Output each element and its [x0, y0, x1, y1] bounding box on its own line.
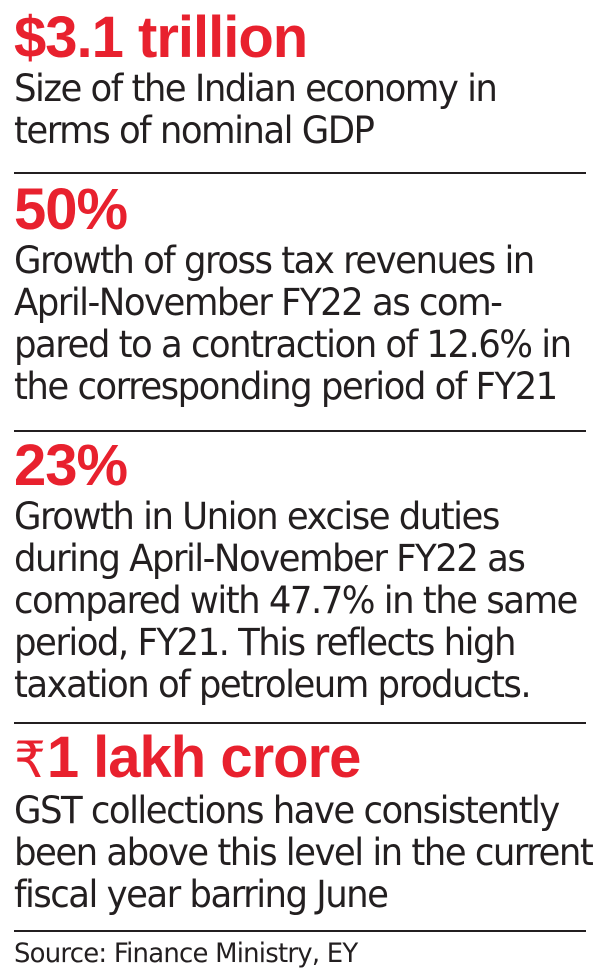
description-line: Growth of gross tax revenues in — [14, 239, 535, 282]
description-line: the corresponding period of FY21 — [14, 365, 558, 408]
divider — [14, 172, 586, 174]
stat-excise: 23% Growth in Union excise duties during… — [14, 436, 586, 706]
stat-description: Growth in Union excise duties during Apr… — [14, 495, 578, 706]
stat-figure-value: 1 lakh crore — [46, 725, 362, 790]
stat-gst: ₹1 lakh crore GST collections have consi… — [14, 728, 594, 916]
stat-figure: 23% — [14, 433, 128, 498]
description-line: during April-November FY22 as — [14, 537, 526, 580]
description-line: been above this level in the current — [14, 831, 594, 874]
stat-gdp: $3.1 trillion Size of the Indian economy… — [14, 8, 586, 152]
description-line: Size of the Indian economy in — [14, 67, 498, 110]
divider — [14, 722, 586, 724]
stat-figure: 50% — [14, 177, 128, 242]
description-line: pared to a contraction of 12.6% in — [14, 323, 572, 366]
description-line: taxation of petroleum products. — [14, 663, 532, 706]
divider — [14, 930, 586, 932]
stat-description: GST collections have consistently been a… — [14, 789, 594, 916]
description-line: GST collections have consistently — [14, 789, 560, 832]
rupee-symbol: ₹ — [14, 731, 46, 789]
stat-description: Growth of gross tax revenues in April-No… — [14, 239, 572, 408]
description-line: fiscal year barring June — [14, 873, 389, 916]
stat-description: Size of the Indian economy in terms of n… — [14, 68, 563, 152]
stat-figure: ₹1 lakh crore — [14, 728, 586, 790]
source-credit: Source: Finance Ministry, EY — [14, 938, 358, 969]
stat-tax-revenue: 50% Growth of gross tax revenues in Apri… — [14, 180, 586, 408]
stat-figure: $3.1 trillion — [14, 5, 308, 70]
description-line: April-November FY22 as com- — [14, 281, 503, 324]
description-line: terms of nominal GDP — [14, 109, 375, 152]
description-line: compared with 47.7% in the same — [14, 579, 578, 622]
description-line: Growth in Union excise duties — [14, 495, 500, 538]
divider — [14, 430, 586, 432]
description-line: period, FY21. This reflects high — [14, 621, 517, 664]
